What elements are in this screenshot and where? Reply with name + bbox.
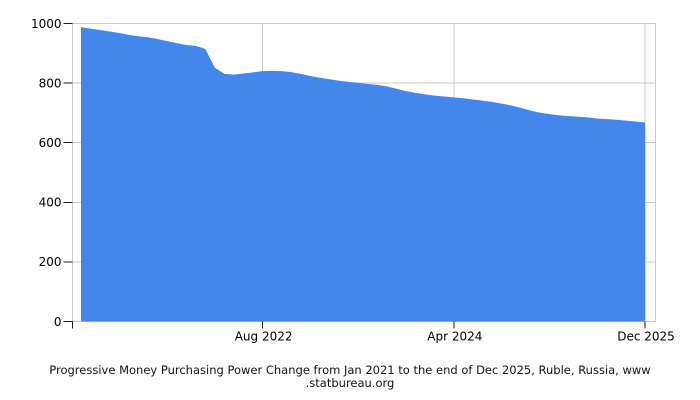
x-axis-tick-label: Apr 2024	[427, 330, 482, 344]
y-axis-tick-label: 1000	[31, 17, 62, 31]
y-axis-tick-label: 0	[54, 315, 62, 329]
chart-title-line1: Progressive Money Purchasing Power Chang…	[49, 363, 651, 377]
x-axis-tick-label: Dec 2025	[617, 330, 675, 344]
y-axis-tick-label: 200	[39, 255, 62, 269]
chart-title: Progressive Money Purchasing Power Chang…	[0, 364, 700, 389]
y-axis-tick-label: 600	[39, 136, 62, 150]
y-axis-tick-label: 400	[39, 196, 62, 210]
y-axis-tick-label: 800	[39, 76, 62, 90]
chart-title-line2: .statbureau.org	[305, 375, 395, 390]
area-series	[81, 27, 645, 322]
x-axis-tick-label: Aug 2022	[235, 330, 293, 344]
